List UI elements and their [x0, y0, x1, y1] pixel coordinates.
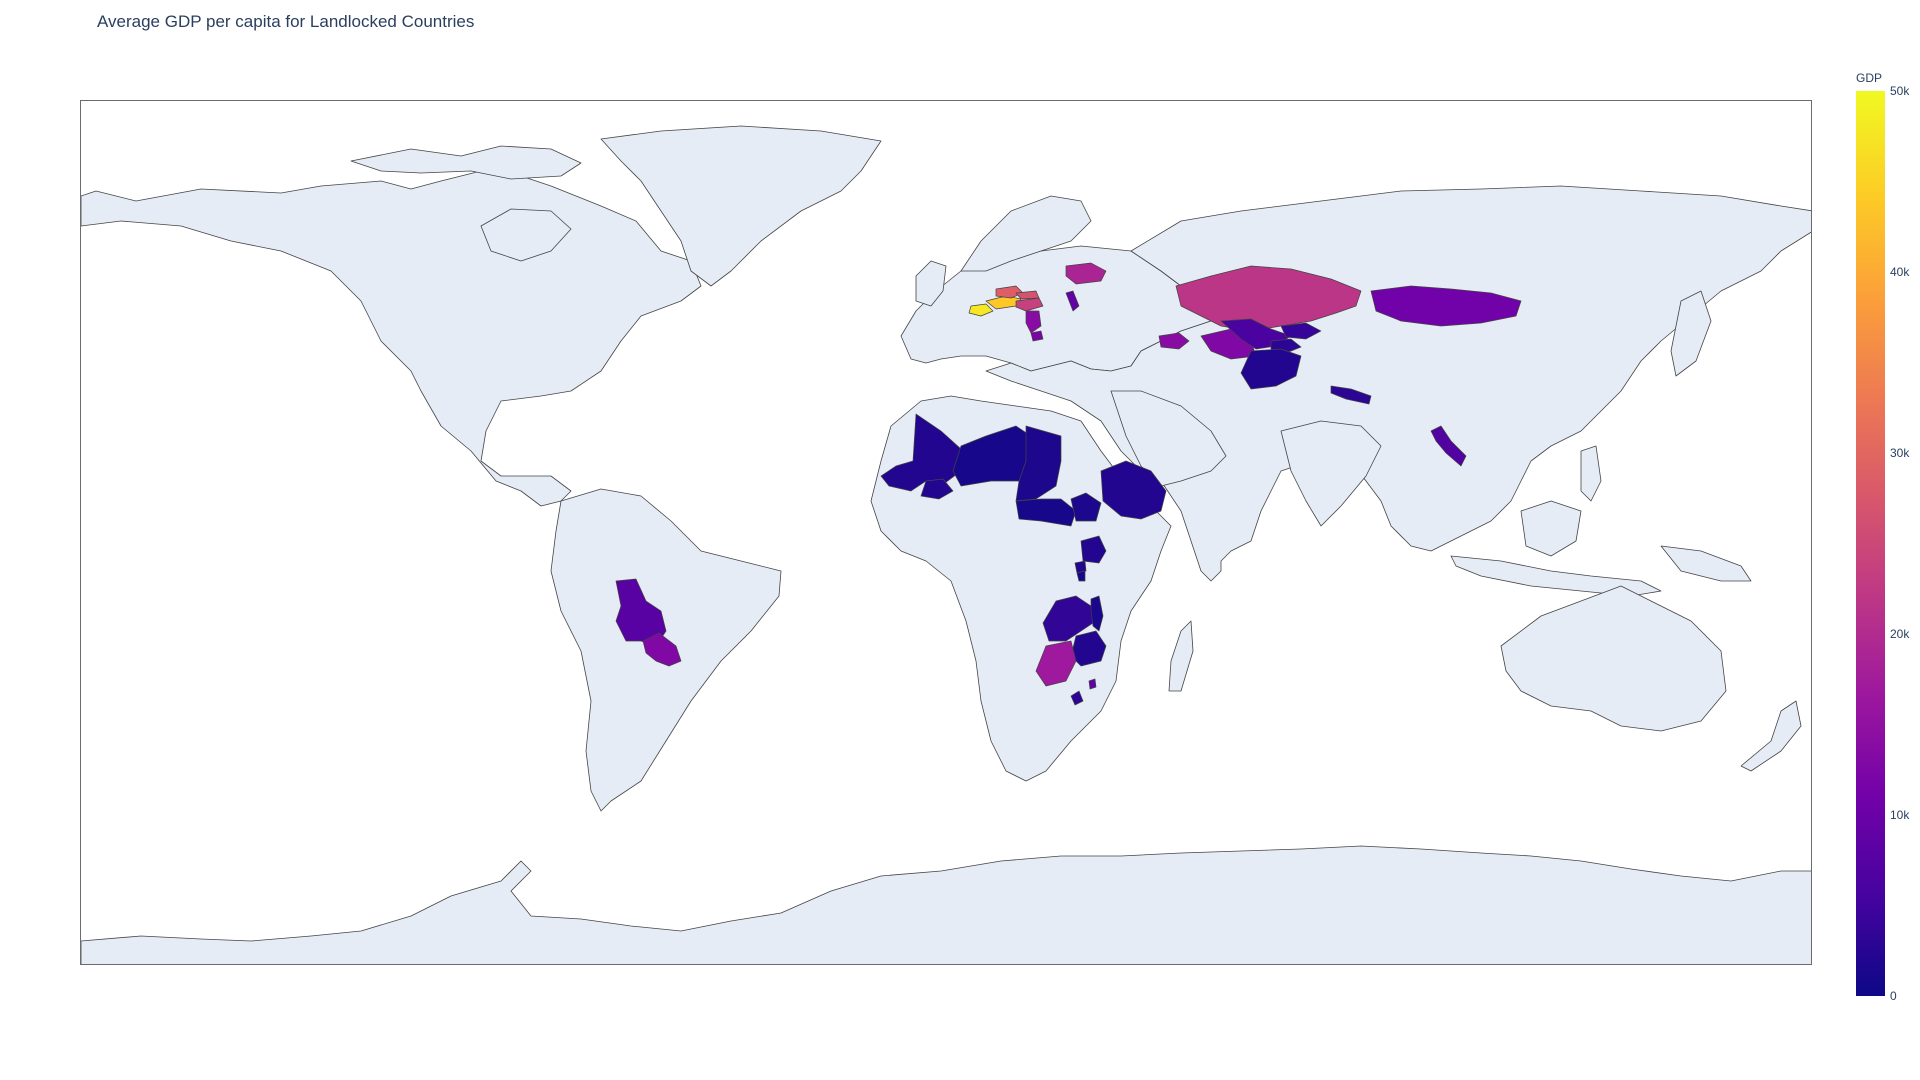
philippines-land [1580, 445, 1602, 502]
greenland-land [600, 125, 882, 287]
chart-title: Average GDP per capita for Landlocked Co… [97, 12, 475, 31]
country-south-sudan[interactable]: South Sudan: 1500 [1070, 492, 1102, 522]
australia-land [1500, 585, 1727, 732]
country-eswatini[interactable]: Eswatini: 9000 [1088, 678, 1097, 690]
borneo-land [1520, 500, 1582, 557]
country-uganda[interactable]: Uganda: 2000 [1080, 535, 1107, 564]
country-botswana[interactable]: Botswana: 17000 [1035, 640, 1077, 687]
country-azerbaijan[interactable]: Azerbaijan: 14000 [1158, 332, 1190, 350]
country-central-african-republic[interactable]: Central African Republic: 1000 [1015, 498, 1077, 527]
world-map[interactable]: Bolivia: 8000 Paraguay: 13000 Mali: 2000… [81, 101, 1812, 965]
country-afghanistan[interactable]: Afghanistan: 2000 [1240, 348, 1302, 390]
country-rwanda[interactable]: Rwanda: 2000 [1074, 560, 1087, 574]
north-america-land [81, 160, 702, 507]
country-switzerland[interactable]: Switzerland: 48000 [968, 303, 994, 317]
country-czechia[interactable]: Czechia: 29000 [995, 285, 1024, 299]
country-kazakhstan[interactable]: Kazakhstan: 22000 [1175, 265, 1362, 332]
country-paraguay[interactable]: Paraguay: 13000 [642, 632, 682, 667]
country-nepal[interactable]: Nepal: 3000 [1330, 385, 1372, 405]
country-mongolia[interactable]: Mongolia: 11000 [1370, 285, 1522, 327]
country-malawi[interactable]: Malawi: 1200 [1090, 595, 1104, 632]
india-land [1280, 420, 1382, 527]
colorbar-tick-label: 0 [1890, 989, 1897, 1003]
colorbar-tick-label: 30k [1890, 446, 1910, 460]
country-chad[interactable]: Chad: 1500 [1015, 425, 1062, 502]
new-guinea-land [1660, 545, 1752, 582]
country-zambia[interactable]: Zambia: 3500 [1042, 595, 1097, 642]
colorbar-title: GDP [1856, 71, 1883, 85]
colorbar-tick-label: 40k [1890, 265, 1910, 279]
colorbar-tick-label: 10k [1890, 808, 1910, 822]
baffin-island-land [480, 208, 572, 262]
scandinavia-land [960, 195, 1092, 272]
indonesia-land [1450, 555, 1662, 597]
country-burkina-faso[interactable]: Burkina Faso: 2000 [920, 478, 954, 500]
country-serbia[interactable]: Serbia: 14000 [1025, 310, 1042, 334]
arabia-land [1110, 390, 1227, 487]
land-layer [81, 125, 1811, 964]
antarctica-land [81, 845, 1811, 964]
country-hungary[interactable]: Hungary: 24000 [1015, 297, 1044, 312]
arctic-islands-land [350, 145, 582, 180]
colorbar-tick-label: 50k [1890, 84, 1910, 98]
country-lesotho[interactable]: Lesotho: 3000 [1070, 690, 1084, 706]
colorbar-tick-label: 20k [1890, 627, 1910, 641]
country-kyrgyzstan[interactable]: Kyrgyzstan: 4000 [1280, 322, 1322, 340]
country-laos[interactable]: Laos: 7000 [1430, 425, 1467, 467]
new-zealand-land [1740, 700, 1802, 772]
map-frame[interactable]: Bolivia: 8000 Paraguay: 13000 Mali: 2000… [80, 100, 1812, 965]
japan-land [1670, 290, 1712, 377]
countries-layer[interactable]: Bolivia: 8000 Paraguay: 13000 Mali: 2000… [615, 262, 1522, 706]
country-moldova[interactable]: Moldova: 9000 [1065, 290, 1080, 312]
country-burundi[interactable]: Burundi: 800 [1076, 570, 1086, 582]
country-north-macedonia[interactable]: North Macedonia: 12000 [1030, 330, 1044, 342]
country-ethiopia[interactable]: Ethiopia: 2000 [1100, 460, 1167, 520]
british-isles-land [915, 260, 947, 307]
country-mali[interactable]: Mali: 2000 [880, 413, 962, 492]
madagascar-land [1168, 620, 1194, 692]
country-belarus[interactable]: Belarus: 19000 [1065, 262, 1107, 285]
colorbar [1856, 91, 1885, 996]
